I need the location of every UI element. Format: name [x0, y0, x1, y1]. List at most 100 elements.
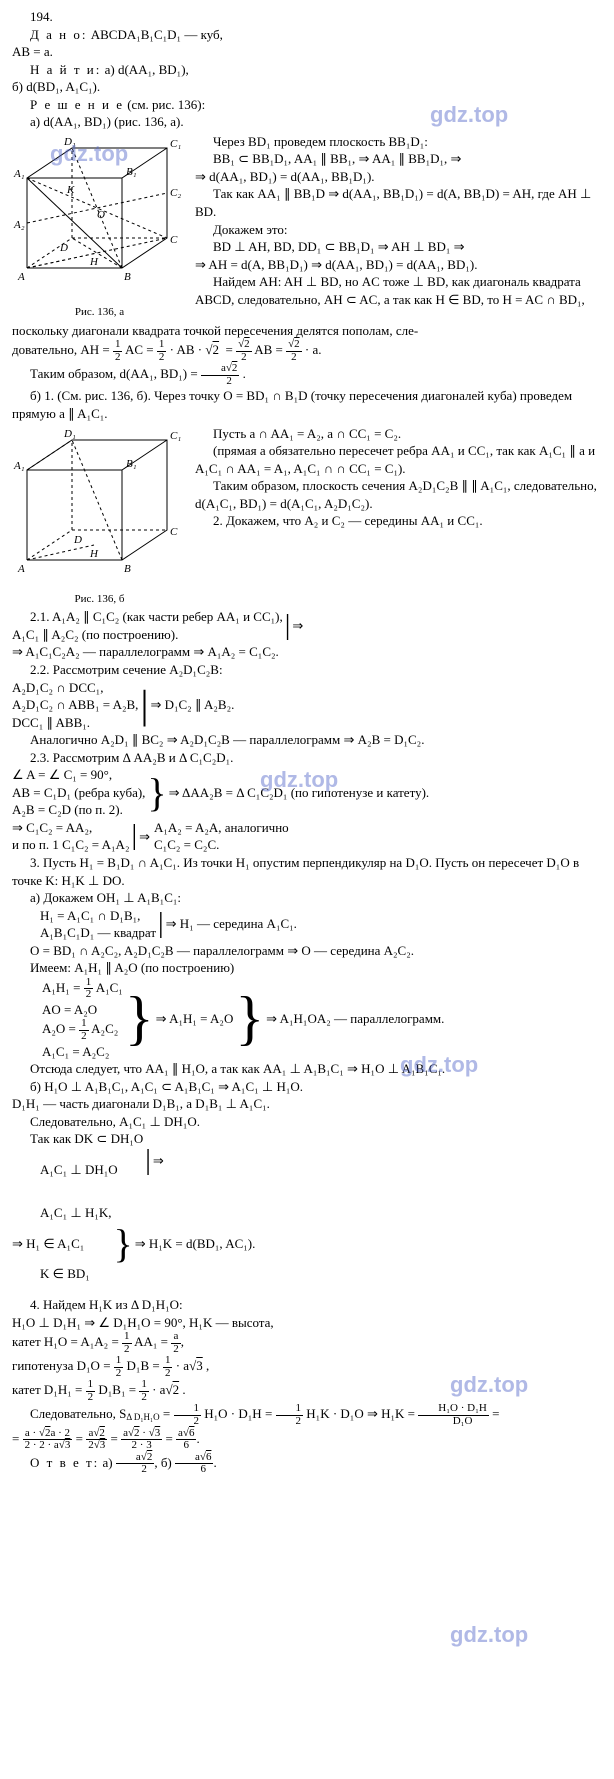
b23a: ∠ A = ∠ C₁ = 90°, [12, 766, 145, 784]
p2: BB₁ ⊂ BB₁D₁, AA₁ ∥ BB₁, ⇒ AA₁ ∥ BB₁D₁, ⇒ [195, 150, 602, 168]
solution-label: Р е ш е н и е [30, 97, 124, 112]
given-label: Д а н о: [30, 27, 87, 42]
eqL3: A₂O = 12 A₂C₂ [42, 1018, 123, 1042]
problem-number: 194. [12, 8, 602, 26]
brace-icon: | [158, 910, 164, 938]
given-line2: AB = a. [12, 43, 602, 61]
label: C [170, 234, 178, 246]
brace-icon: | [140, 685, 148, 725]
b22b: A₂D₁C₂ ∩ ABB₁ = A₂B, [12, 696, 138, 714]
brace-icon: | [285, 612, 291, 640]
t: Таким образом, d(AA₁, BD₁) = [30, 366, 201, 381]
figure-a-caption: Рис. 136, а [12, 305, 187, 320]
block-3b4: Так как DK ⊂ DH₁O A₁C₁ ⊥ DH₁O | ⇒ [12, 1130, 602, 1191]
arrow: ⇒ [292, 617, 303, 635]
s3b5r: ⇒ H₁K = d(BD₁, AC₁). [135, 1235, 256, 1253]
b4: Таким образом, плоскость сечения A₂D₁C₂B… [195, 477, 602, 512]
block-22: A₂D₁C₂ ∩ DCC₁, A₂D₁C₂ ∩ ABB₁ = A₂B, DCC₁… [12, 679, 602, 732]
s3b1: б) H₁O ⊥ A₁B₁C₁, A₁C₁ ⊂ A₁B₁C₁ ⇒ A₁C₁ ⊥ … [12, 1078, 602, 1096]
p7: ⇒ AH = d(A, BB₁D₁) ⇒ d(AA₁, BD₁) = d(AA₁… [195, 256, 602, 274]
label: A [17, 563, 25, 575]
answer-label: О т в е т: [30, 1455, 99, 1470]
s3b5c: K ∈ BD₁ [40, 1265, 112, 1283]
t: AB = [254, 342, 286, 357]
s3a1r: ⇒ H₁ — середина A₁C₁. [166, 915, 297, 933]
block-3b5: A₁C₁ ⊥ H₁K, ⇒ H₁ ∈ A₁C₁ K ∈ BD₁ } ⇒ H₁K … [12, 1191, 602, 1296]
eqL4: A₁C₁ = A₂C₂ [42, 1043, 123, 1061]
label: A [17, 271, 25, 283]
given-line: Д а н о: ABCDA₁B₁C₁D₁ — куб, [12, 26, 602, 44]
label: A₁ [13, 460, 25, 472]
b23d: ⇒ C₁C₂ = AA₂, [12, 819, 129, 837]
s4f: = a · √2a · 22 · 2 · a√3 = a√22√3 = a√2 … [12, 1428, 602, 1452]
s3a: а) Докажем OH₁ ⊥ A₁B₁C₁: [12, 889, 602, 907]
p9: поскольку диагонали квадрата точкой пере… [12, 322, 602, 340]
find-label: Н а й т и: [30, 62, 101, 77]
label: A₂ [13, 219, 25, 231]
label: K [66, 184, 75, 196]
s3a4: Имеем: A₁H₁ ∥ A₂O (по построению) [12, 959, 602, 977]
label: H [89, 256, 99, 268]
b21a: 2.1. A₁A₂ ∥ C₁C₂ (как части ребер AA₁ и … [12, 608, 283, 626]
s3a3: O = BD₁ ∩ A₂C₂, A₂D₁C₂B — параллелограмм… [12, 942, 602, 960]
b3: (прямая a обязательно пересечет ребра AA… [195, 442, 602, 477]
solution-a: а) d(AA₁, BD₁) (рис. 136, а). [12, 113, 602, 131]
label: D₁ [63, 428, 76, 440]
b22d: Аналогично A₂D₁ ∥ BC₂ ⇒ A₂D₁C₂B — паралл… [12, 731, 602, 749]
b22c: DCC₁ ∥ ABB₁. [12, 714, 138, 732]
given-text: ABCDA₁B₁C₁D₁ — куб, [87, 27, 222, 42]
figure-136a: D₁ C₁ A₁ B₁ A B C D H O K A₂ C₂ Рис. 136… [12, 133, 187, 320]
b22: 2.2. Рассмотрим сечение A₂D₁C₂B: [12, 661, 602, 679]
block-21: 2.1. A₁A₂ ∥ C₁C₂ (как части ребер AA₁ и … [12, 608, 602, 643]
brace-icon: } [235, 988, 264, 1048]
label: C₁ [170, 138, 181, 150]
cube-a-svg: D₁ C₁ A₁ B₁ A B C D H O K A₂ C₂ [12, 133, 187, 303]
s3b5a: A₁C₁ ⊥ H₁K, [40, 1204, 112, 1222]
label: C₂ [170, 187, 181, 199]
b23: 2.3. Рассмотрим Δ AA₂B и Δ C₁C₂D₁. [12, 749, 602, 767]
b22r: ⇒ D₁C₂ ∥ A₂B₂. [150, 696, 234, 714]
label: C [170, 526, 178, 538]
eqL1: A₁H₁ = 12 A₁C₁ [42, 977, 123, 1001]
b2: Пусть a ∩ AA₁ = A₂, a ∩ CC₁ = C₂. [195, 425, 602, 443]
block-3a: H₁ = A₁C₁ ∩ D₁B₁, A₁B₁C₁D₁ — квадрат | ⇒… [12, 907, 602, 942]
b23e: и по п. 1 C₁C₂ = A₁A₂ [12, 836, 129, 854]
eqR: ⇒ A₁H₁OA₂ — параллелограмм. [266, 1010, 444, 1028]
p1: Через BD₁ проведем плоскость BB₁D₁: [195, 133, 602, 151]
s4c: гипотенуза D₁O = 12 D₁B = 12 · a√3 , [12, 1355, 602, 1379]
s4: 4. Найдем H₁K из Δ D₁H₁O: [12, 1296, 602, 1314]
arrow: ⇒ [139, 828, 150, 846]
block-23: ∠ A = ∠ C₁ = 90°, AB = C₁D₁ (ребра куба)… [12, 766, 602, 819]
p4: Так как AA₁ ∥ BB₁D ⇒ d(AA₁, BB₁D₁) = d(A… [195, 185, 602, 220]
t: · a. [305, 342, 322, 357]
label: B₁ [126, 458, 137, 470]
s3a1: H₁ = A₁C₁ ∩ D₁B₁, [40, 907, 156, 925]
s4b: катет H₁O = A₁A₂ = 12 AA₁ = a2, [12, 1331, 602, 1355]
b23r2b: C₁C₂ = C₂C. [154, 836, 289, 854]
label: B₁ [126, 166, 137, 178]
watermark: gdz.top [450, 1620, 528, 1650]
find-line: Н а й т и: а) d(AA₁, BD₁), [12, 61, 602, 79]
label: B [124, 271, 131, 283]
eqL2: AO = A₂O [42, 1001, 123, 1019]
t: · AB · [170, 342, 206, 357]
brace-icon: } [125, 988, 154, 1048]
label: H [89, 548, 99, 560]
s4e: Следовательно, SΔ D₁H₁O = 12 H₁O · D₁H =… [12, 1403, 602, 1427]
s3a2: A₁B₁C₁D₁ — квадрат [40, 924, 156, 942]
b22a: A₂D₁C₂ ∩ DCC₁, [12, 679, 138, 697]
figure-136b: D₁ C₁ A₁ B₁ A B C D H Рис. 136, б [12, 425, 187, 607]
brace-icon: } [114, 1224, 133, 1264]
b23r2a: A₁A₂ = A₂A, аналогично [154, 819, 289, 837]
p6: BD ⊥ AH, BD, DD₁ ⊂ BB₁D₁ ⇒ AH ⊥ BD₁ ⇒ [195, 238, 602, 256]
brace-icon: | [145, 1147, 151, 1175]
find-a: а) d(AA₁, BD₁), [101, 62, 188, 77]
b23b: AB = C₁D₁ (ребра куба), [12, 784, 145, 802]
label: D₁ [63, 136, 76, 148]
eqM: ⇒ A₁H₁ = A₂O [156, 1010, 234, 1028]
b1: б) 1. (См. рис. 136, б). Через точку O =… [12, 387, 602, 422]
p10: довательно, AH = 12 AC = 12 · AB · √2 = … [12, 339, 602, 363]
solution-label-line: Р е ш е н и е (см. рис. 136): [12, 96, 602, 114]
answer: О т в е т: а) a√22, б) a√66. [12, 1452, 602, 1476]
brace-icon: } [147, 773, 166, 813]
